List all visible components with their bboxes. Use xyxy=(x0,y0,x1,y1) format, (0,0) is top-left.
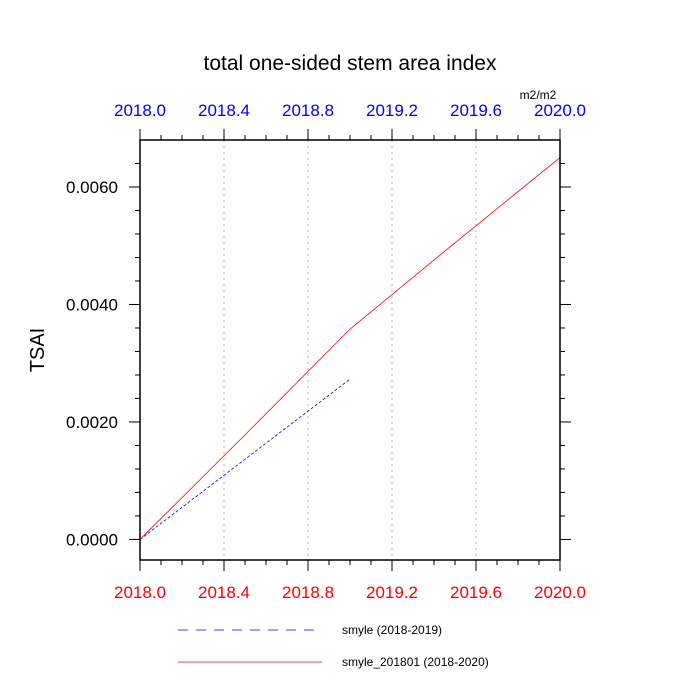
chart-title: total one-sided stem area index xyxy=(203,52,497,75)
x-tick-label-bottom: 2018.4 xyxy=(198,583,250,602)
units-label: m2/m2 xyxy=(520,88,557,102)
series-line-2 xyxy=(139,157,561,540)
grid-lines xyxy=(223,140,477,560)
x-tick-label-top: 2019.2 xyxy=(366,101,418,120)
y-axis-label: TSAI xyxy=(27,328,49,372)
x-tick-label-bottom: 2019.6 xyxy=(450,583,502,602)
y-tick-label: 0.0000 xyxy=(66,530,118,549)
x-tick-label-bottom: 2020.0 xyxy=(534,583,586,602)
plot-frame xyxy=(139,139,561,561)
y-tick-label: 0.0060 xyxy=(66,178,118,197)
y-tick-label: 0.0040 xyxy=(66,295,118,314)
axis-ticks xyxy=(129,129,571,571)
x-tick-label-top: 2020.0 xyxy=(534,101,586,120)
x-tick-label-bottom: 2018.0 xyxy=(114,583,166,602)
legend: smyle (2018-2019) smyle_201801 (2018-2020… xyxy=(178,623,489,669)
x-tick-label-top: 2018.0 xyxy=(114,101,166,120)
x-tick-label-bottom: 2019.2 xyxy=(366,583,418,602)
legend-label-1: smyle (2018-2019) xyxy=(342,623,442,637)
x-tick-label-top: 2018.4 xyxy=(198,101,250,120)
x-tick-label-top: 2019.6 xyxy=(450,101,502,120)
legend-label-2: smyle_201801 (2018-2020) xyxy=(342,655,489,669)
series-lines xyxy=(139,157,561,540)
series-line-1 xyxy=(139,378,351,540)
y-tick-label: 0.0020 xyxy=(66,413,118,432)
tick-labels: 2018.0 2018.0 2018.4 2018.4 2018.8 2018.8 2019… xyxy=(66,101,586,602)
x-tick-label-bottom: 2018.8 xyxy=(282,583,334,602)
x-tick-label-top: 2018.8 xyxy=(282,101,334,120)
